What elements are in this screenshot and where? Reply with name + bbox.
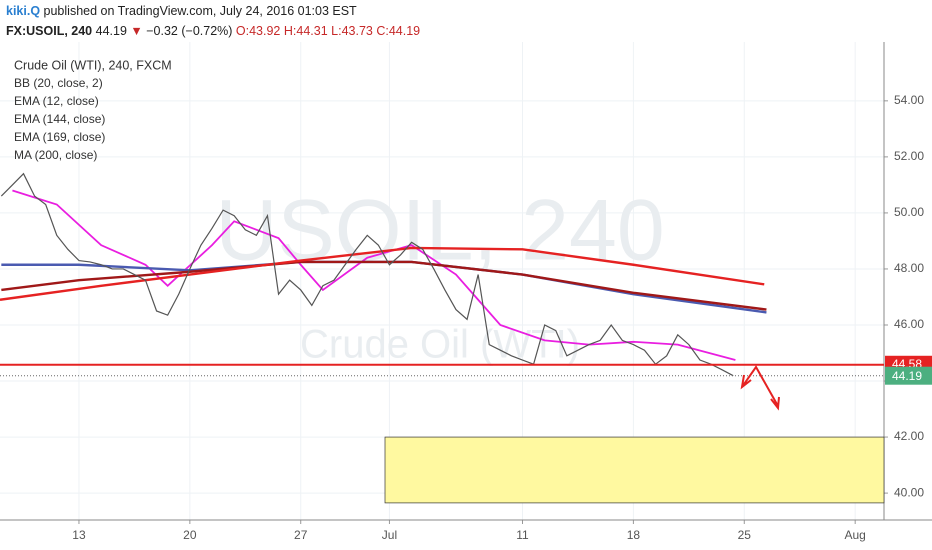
x-tick-label: 11 [516, 528, 529, 542]
legend-entry: EMA (12, close) [14, 94, 99, 108]
y-tick-label: 46.00 [894, 317, 924, 331]
arrow: ▼ [130, 24, 143, 38]
open: O:43.92 [235, 24, 281, 38]
close: C:44.19 [376, 24, 421, 38]
y-tick-label: 50.00 [894, 205, 924, 219]
y-tick-label: 40.00 [894, 485, 924, 499]
price-tag-label: 44.19 [892, 369, 922, 383]
line [0, 172, 734, 377]
line [1, 260, 767, 311]
published: published on TradingView.com, July 24, 2… [43, 4, 357, 18]
x-tick-label: 27 [294, 528, 308, 542]
high: H:44.31 [283, 24, 328, 38]
x-tick-label: Aug [844, 528, 865, 542]
ohlc: O:43.92 H:44.31 L:43.73 C:44.19 [236, 24, 420, 38]
x-tick-label: 25 [738, 528, 752, 542]
legend-entry: MA (200, close) [14, 148, 97, 162]
chart: 40.0042.0044.0046.0048.0050.0052.0054.00… [0, 42, 932, 542]
legend-title: Crude Oil (WTI), 240, FXCM [14, 58, 172, 72]
last: 44.19 [95, 24, 127, 38]
legend-entry: EMA (169, close) [14, 130, 105, 144]
y-tick-label: 42.00 [894, 429, 924, 443]
symbol: FX:USOIL, 240 [6, 24, 93, 38]
watermark: Crude Oil (WTI) [300, 323, 580, 367]
x-tick-label: 20 [183, 528, 197, 542]
quote-line: FX:USOIL, 240 44.19 ▼ −0.32 (−0.72%) O:4… [6, 24, 420, 38]
y-tick-label: 54.00 [894, 93, 924, 107]
publish-line: kiki.Q published on TradingView.com, Jul… [6, 4, 357, 18]
legend-entry: EMA (144, close) [14, 112, 105, 126]
price-tag [885, 366, 932, 385]
x-tick-label: 18 [627, 528, 641, 542]
low: L:43.73 [331, 24, 373, 38]
y-tick-label: 52.00 [894, 149, 924, 163]
arrow [740, 365, 780, 411]
change: −0.32 (−0.72%) [146, 24, 233, 38]
y-tick-label: 48.00 [894, 261, 924, 275]
line [0, 246, 765, 301]
legend-entry: BB (20, close, 2) [14, 76, 103, 90]
x-tick-label: 13 [72, 528, 86, 542]
author: kiki.Q [6, 4, 41, 18]
zone [384, 436, 885, 504]
x-tick-label: Jul [382, 528, 397, 542]
